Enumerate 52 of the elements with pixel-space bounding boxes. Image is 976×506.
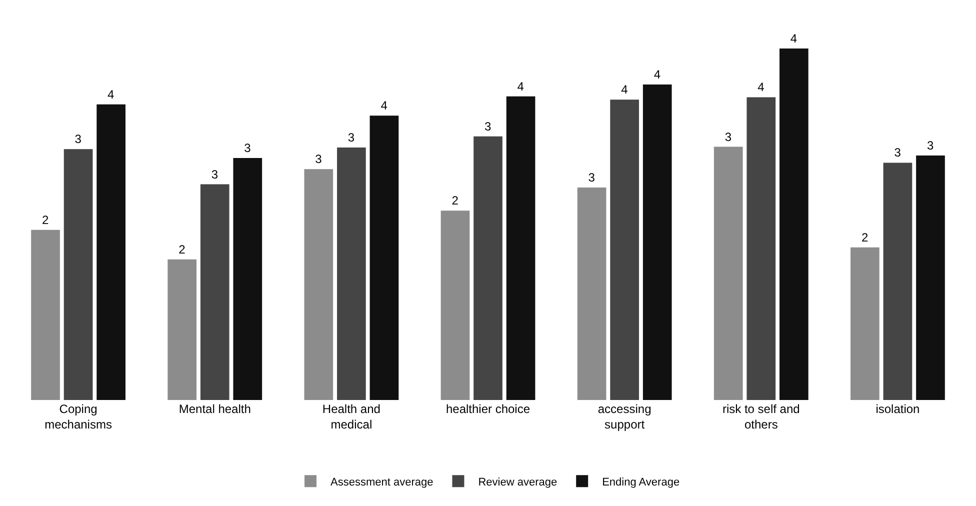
data-label: 3 [315, 152, 322, 166]
data-label: 3 [724, 130, 732, 144]
bar [370, 116, 399, 400]
bar [304, 169, 334, 400]
bar [780, 48, 808, 400]
bar [200, 184, 230, 400]
legend-label: Assessment average [330, 476, 434, 488]
data-label: 4 [380, 98, 388, 113]
data-label: 4 [108, 87, 115, 102]
data-label: 4 [621, 82, 628, 97]
data-label: 2 [452, 194, 459, 208]
data-label: 4 [758, 80, 765, 94]
bar [64, 149, 93, 400]
data-label: 3 [74, 132, 82, 146]
bar [31, 230, 60, 400]
legend-label: Review average [478, 476, 558, 488]
x-tick-label: isolation [876, 402, 920, 416]
bar [610, 100, 639, 400]
data-label: 2 [861, 230, 868, 244]
legend-label: Ending Average [602, 476, 680, 488]
bar [233, 158, 262, 400]
data-label: 3 [244, 140, 252, 155]
x-tick-label: Coping mechanisms [44, 402, 112, 432]
bar [883, 162, 912, 400]
bar [746, 97, 776, 400]
bar [642, 84, 672, 400]
bar [850, 247, 880, 400]
data-label: 3 [588, 170, 596, 184]
bar [168, 259, 196, 400]
data-label: 3 [348, 130, 355, 145]
x-tick-label: accessing support [598, 402, 652, 432]
x-tick-label: Mental health [178, 402, 251, 416]
bar [714, 146, 743, 400]
data-label: 3 [484, 119, 492, 134]
bar [506, 96, 536, 400]
bar [577, 188, 606, 400]
x-tick-label: Health and medical [322, 402, 380, 432]
data-label: 2 [42, 212, 50, 227]
x-tick-label: risk to self and others [722, 402, 800, 432]
bar [474, 136, 502, 400]
bar [96, 104, 126, 400]
data-label: 3 [894, 146, 902, 160]
data-label: 4 [790, 32, 798, 46]
bar [440, 210, 470, 400]
bar [337, 148, 366, 400]
data-label: 2 [178, 242, 186, 256]
data-label: 3 [926, 138, 934, 153]
data-label: 4 [654, 67, 661, 82]
x-tick-label: healthier choice [446, 402, 530, 416]
data-label: 3 [211, 167, 218, 182]
bar [916, 156, 945, 400]
data-label: 4 [517, 79, 524, 94]
